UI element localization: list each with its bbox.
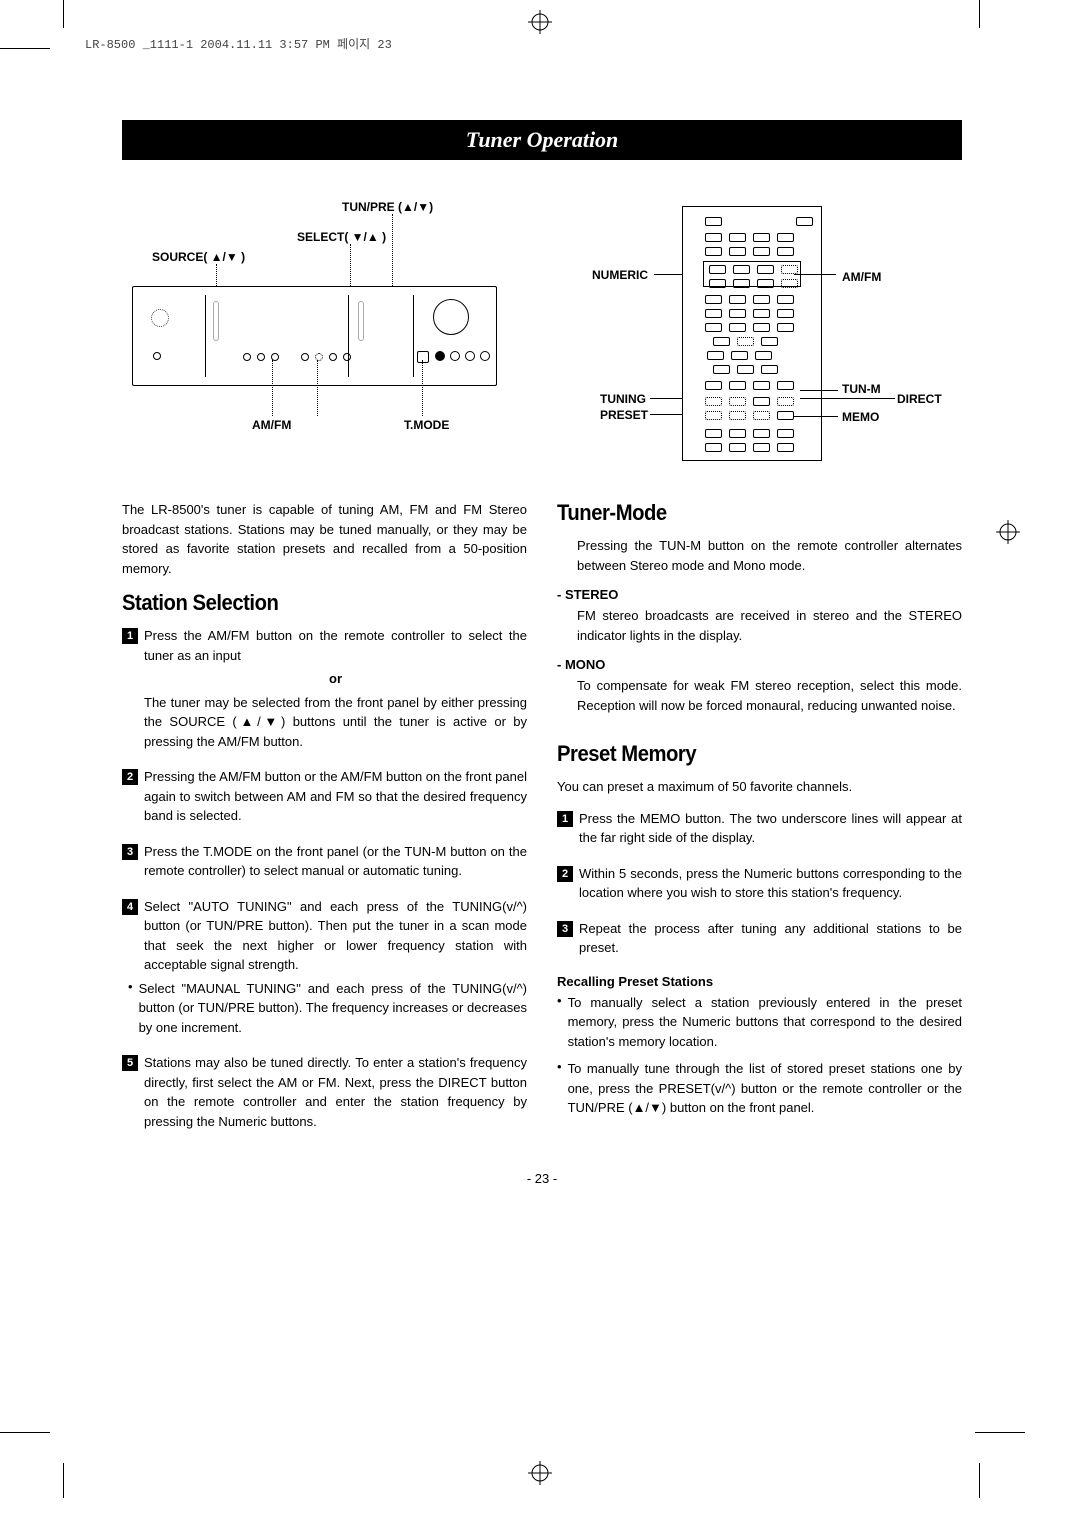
recall-subhead: Recalling Preset Stations [557, 974, 962, 989]
step5-text: Stations may also be tuned directly. To … [144, 1053, 527, 1131]
step-number-2: 2 [122, 769, 138, 785]
label-tuning: TUNING [600, 392, 646, 406]
preset-step-2: 2 [557, 866, 573, 882]
crop-mark [63, 1463, 64, 1498]
step3-text: Press the T.MODE on the front panel (or … [144, 842, 527, 881]
label-direct: DIRECT [897, 392, 942, 406]
step-number-4: 4 [122, 899, 138, 915]
stereo-subhead: - STEREO [557, 587, 962, 602]
mono-text: To compensate for weak FM stereo recepti… [557, 676, 962, 715]
registration-mark [528, 10, 552, 37]
crop-mark [979, 0, 980, 28]
bullet-icon: • [128, 979, 133, 1038]
front-panel-diagram: TUN/PRE (▲/▼) SELECT( ▼/▲ ) SOURCE( ▲/▼ … [122, 200, 502, 435]
mono-subhead: - MONO [557, 657, 962, 672]
recall1-text: To manually select a station previously … [568, 993, 962, 1052]
tuner-mode-heading: Tuner-Mode [557, 500, 930, 526]
preset1-text: Press the MEMO button. The two underscor… [579, 809, 962, 848]
label-tunm: TUN-M [842, 382, 881, 396]
label-select: SELECT( ▼/▲ ) [297, 230, 386, 244]
step4-text: Select "AUTO TUNING" and each press of t… [144, 897, 527, 975]
print-header: LR-8500 _1111-1 2004.11.11 3:57 PM 페이지 2… [85, 35, 392, 52]
label-memo: MEMO [842, 410, 879, 424]
crop-mark [975, 1432, 1025, 1433]
page-number: - 23 - [122, 1171, 962, 1186]
station-selection-heading: Station Selection [122, 590, 495, 616]
bullet-icon: • [557, 993, 562, 1052]
crop-mark [0, 1432, 50, 1433]
preset3-text: Repeat the process after tuning any addi… [579, 919, 962, 958]
step2-text: Pressing the AM/FM button or the AM/FM b… [144, 767, 527, 826]
remote-outline [682, 206, 822, 461]
label-numeric: NUMERIC [592, 268, 648, 282]
bullet-icon: • [557, 1059, 562, 1118]
panel-outline [132, 286, 497, 386]
right-column: Tuner-Mode Pressing the TUN-M button on … [557, 500, 962, 1147]
step1-text: Press the AM/FM button on the remote con… [144, 626, 527, 665]
recall2-text: To manually tune through the list of sto… [568, 1059, 962, 1118]
label-preset: PRESET [600, 408, 648, 422]
preset2-text: Within 5 seconds, press the Numeric butt… [579, 864, 962, 903]
step-number-5: 5 [122, 1055, 138, 1071]
crop-mark [63, 0, 64, 28]
preset-intro: You can preset a maximum of 50 favorite … [557, 777, 962, 797]
label-tmode: T.MODE [404, 418, 449, 432]
or-label: or [144, 669, 527, 689]
crop-mark [0, 48, 50, 49]
stereo-text: FM stereo broadcasts are received in ste… [557, 606, 962, 645]
preset-memory-heading: Preset Memory [557, 741, 930, 767]
registration-mark [996, 520, 1020, 547]
page-title: Tuner Operation [122, 120, 962, 160]
step-number-1: 1 [122, 628, 138, 644]
remote-diagram: NUMERIC AM/FM TUNING PRESET TUN-M DIRECT… [532, 200, 962, 470]
label-source: SOURCE( ▲/▼ ) [152, 250, 245, 264]
registration-mark [528, 1461, 552, 1488]
step-number-3: 3 [122, 844, 138, 860]
intro-text: The LR-8500's tuner is capable of tuning… [122, 500, 527, 578]
label-amfm: AM/FM [252, 418, 291, 432]
crop-mark [979, 1463, 980, 1498]
preset-step-3: 3 [557, 921, 573, 937]
label-amfm: AM/FM [842, 270, 881, 284]
preset-step-1: 1 [557, 811, 573, 827]
tuner-mode-intro: Pressing the TUN-M button on the remote … [557, 536, 962, 575]
step4b-text: Select "MAUNAL TUNING" and each press of… [139, 979, 527, 1038]
step1b-text: The tuner may be selected from the front… [144, 693, 527, 752]
left-column: The LR-8500's tuner is capable of tuning… [122, 500, 527, 1147]
label-tunpre: TUN/PRE (▲/▼) [342, 200, 433, 214]
